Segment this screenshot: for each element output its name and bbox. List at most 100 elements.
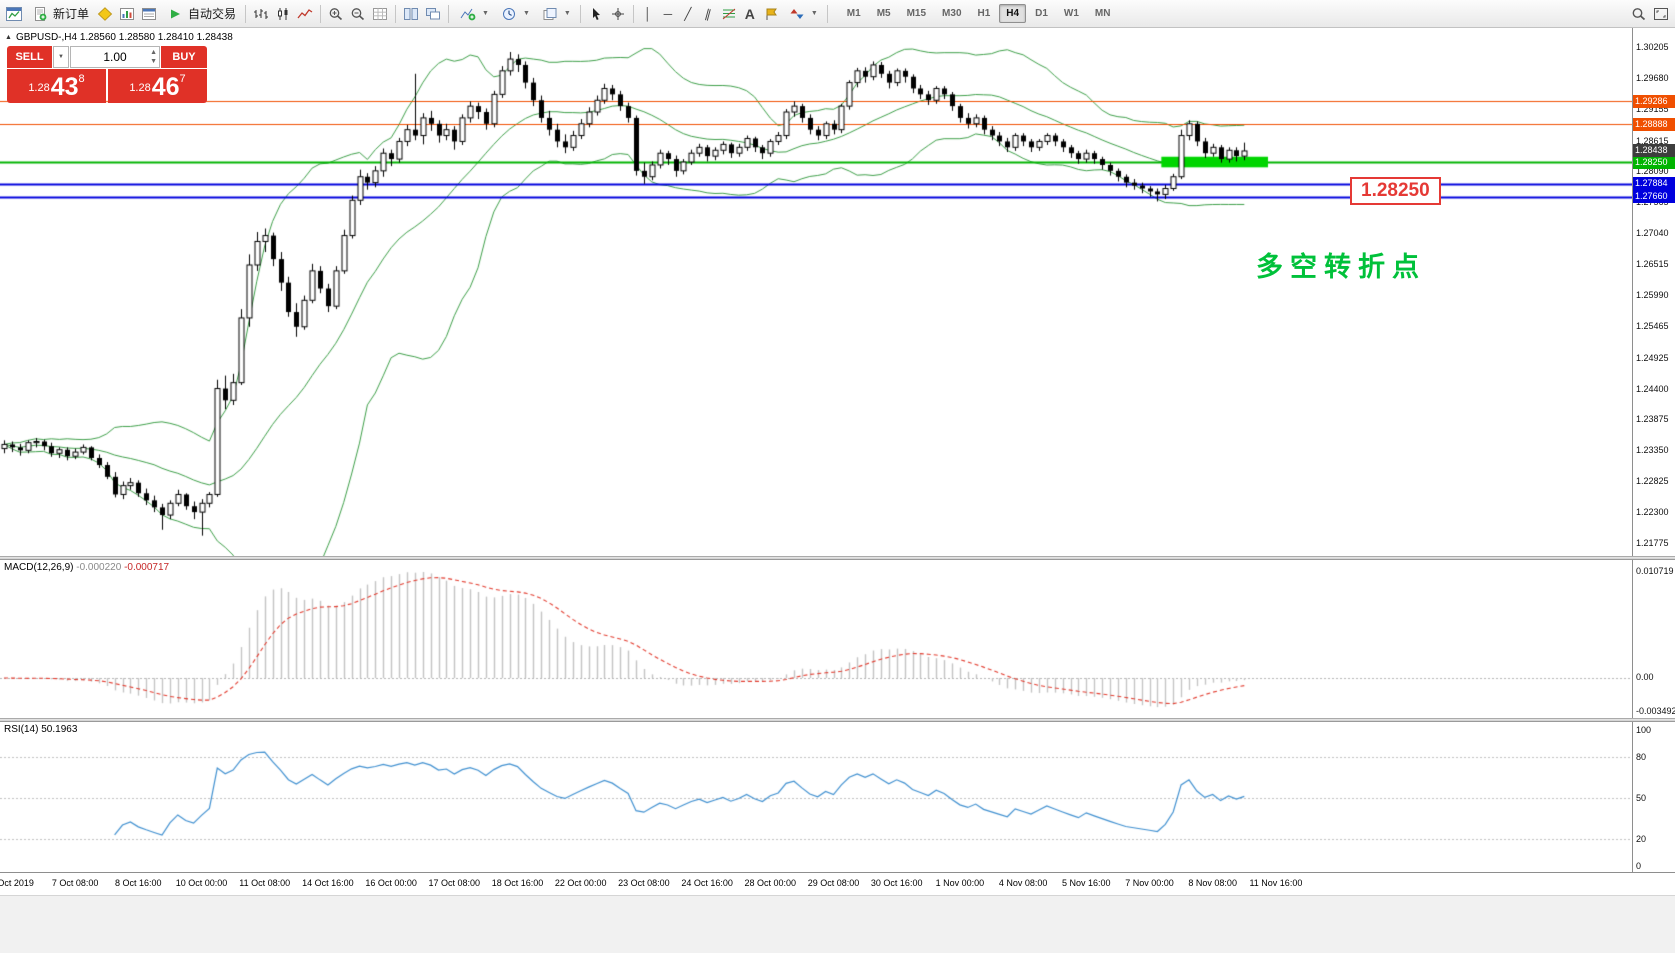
timeframe-m15[interactable]: M15	[906, 8, 927, 19]
bar-chart-icon[interactable]	[251, 4, 271, 24]
price-tick-label: 1.24400	[1636, 383, 1669, 394]
annotation-text[interactable]: 多空转折点	[1256, 252, 1426, 282]
vertical-line-icon[interactable]: │	[644, 6, 652, 21]
buy-button[interactable]: BUY	[161, 46, 207, 68]
indicators-button[interactable]: ▼	[454, 3, 493, 25]
time-tick-label: 11 Nov 16:00	[1249, 878, 1303, 888]
time-tick-label: 4 Nov 08:00	[998, 878, 1048, 888]
panel-divider[interactable]	[0, 718, 1675, 722]
line-chart-icon[interactable]	[295, 4, 315, 24]
timeframe-w1[interactable]: W1	[1063, 8, 1079, 19]
text-icon[interactable]: A	[744, 5, 755, 22]
macd-panel: MACD(12,26,9) -0.000220 -0.000717 0.0107…	[0, 560, 1675, 718]
new-order-button[interactable]: 新订单	[26, 3, 93, 25]
toolbar-separator	[448, 4, 450, 23]
periods-button[interactable]: ▼	[495, 3, 534, 25]
price-tick-label: 1.26515	[1636, 259, 1669, 270]
fibonacci-icon[interactable]	[719, 4, 739, 24]
autotrading-button[interactable]: 自动交易	[161, 3, 240, 25]
macd-axis: 0.010719 0.00 -0.003492	[1632, 560, 1675, 718]
rsi-label: RSI(14) 50.1963	[4, 724, 77, 735]
price-tick-label: 1.29680	[1636, 72, 1669, 83]
search-icon[interactable]	[1629, 4, 1649, 24]
time-axis[interactable]: 4 Oct 2019 7 Oct 08:00 8 Oct 16:00 10 Oct 0…	[0, 872, 1675, 895]
market-watch-icon[interactable]	[117, 4, 137, 24]
buy-price-prefix: 1.28	[129, 82, 151, 94]
macd-canvas[interactable]	[0, 560, 1632, 718]
price-badge: 1.28250	[1633, 155, 1675, 169]
timeframe-h1[interactable]: H1	[977, 8, 991, 19]
macd-value-signal: -0.000717	[124, 562, 170, 573]
timeframe-m5[interactable]: M5	[876, 8, 891, 19]
rsi-panel: RSI(14) 50.1963 100 80 50 20 0	[0, 722, 1675, 872]
macd-tick-label: -0.003492	[1636, 706, 1675, 716]
timeframe-m30[interactable]: M30	[942, 8, 962, 19]
price-badge: 1.28888	[1633, 117, 1675, 131]
time-tick-label: 7 Oct 08:00	[51, 878, 99, 888]
timeframe-m1[interactable]: M1	[846, 8, 861, 19]
sell-price-prefix: 1.28	[28, 82, 50, 94]
indicators-icon	[458, 4, 478, 24]
chart-window-icon[interactable]	[4, 4, 24, 24]
volume-value: 1.00	[103, 50, 127, 64]
toolbar-separator	[320, 4, 322, 23]
timeframe-d1[interactable]: D1	[1035, 8, 1048, 19]
time-tick-label: 8 Nov 08:00	[1188, 878, 1237, 888]
price-callout[interactable]: 1.28250	[1350, 177, 1441, 205]
volume-input[interactable]: 1.00 ▲ ▼	[70, 46, 160, 68]
time-tick-label: 29 Oct 08:00	[807, 878, 860, 888]
toolbar-separator	[632, 4, 634, 23]
chevron-down-icon: ▼	[810, 10, 818, 17]
time-tick-label: 23 Oct 08:00	[618, 878, 670, 888]
equidistant-channel-icon[interactable]: ∥	[703, 5, 713, 22]
horizontal-line-icon[interactable]: ─	[663, 6, 673, 21]
zoom-in-icon[interactable]	[326, 4, 346, 24]
rsi-tick-label: 100	[1636, 725, 1652, 735]
cascade-windows-icon[interactable]	[423, 4, 443, 24]
templates-button[interactable]: ▼	[536, 3, 575, 25]
sell-price-big: 43	[50, 73, 79, 101]
sell-price-sup: 8	[78, 73, 85, 85]
arrows-button[interactable]: ▼	[783, 3, 822, 25]
candlestick-chart-icon[interactable]	[273, 4, 293, 24]
price-tick-label: 1.23875	[1636, 414, 1669, 425]
price-axis[interactable]: 1.302051.296801.291551.286151.280901.275…	[1632, 28, 1675, 556]
grid-icon[interactable]	[370, 4, 390, 24]
macd-value-main: -0.000220	[76, 562, 122, 573]
time-tick-label: 18 Oct 16:00	[491, 878, 544, 888]
autotrading-label: 自动交易	[188, 7, 237, 21]
time-tick-label: 14 Oct 16:00	[302, 878, 354, 888]
stepper-up-icon[interactable]: ▲	[150, 49, 157, 56]
toolbar-separator	[245, 4, 247, 23]
metaeditor-icon[interactable]	[95, 4, 115, 24]
stepper-down-icon[interactable]: ▼	[150, 58, 157, 65]
macd-title: MACD(12,26,9)	[4, 562, 74, 573]
price-tick-label: 1.28615	[1636, 135, 1669, 146]
sell-price-button[interactable]: 1.28 43 8	[7, 69, 106, 103]
price-badge: 1.29286	[1633, 94, 1675, 108]
volume-stepper[interactable]: ▲ ▼	[150, 48, 157, 66]
volume-preset-dropdown[interactable]: ▼	[53, 46, 69, 68]
timeframe-h4[interactable]: H4	[999, 4, 1027, 23]
zoom-out-icon[interactable]	[348, 4, 368, 24]
price-chart-canvas[interactable]	[0, 28, 1632, 556]
text-label-icon[interactable]	[761, 4, 781, 24]
data-window-icon[interactable]	[139, 4, 159, 24]
sell-button[interactable]: SELL	[7, 46, 52, 68]
fullscreen-icon[interactable]	[1651, 4, 1671, 24]
tile-windows-icon[interactable]	[401, 4, 421, 24]
trendline-icon[interactable]: ╱	[684, 6, 692, 21]
time-tick-label: 30 Oct 16:00	[870, 878, 923, 888]
price-badge: 1.27660	[1633, 190, 1675, 204]
cursor-icon[interactable]	[586, 4, 606, 24]
crosshair-icon[interactable]	[608, 4, 628, 24]
time-tick-label: 24 Oct 16:00	[681, 878, 733, 888]
panel-divider[interactable]	[0, 556, 1675, 560]
price-badge: 1.28438	[1633, 144, 1675, 158]
buy-price-sup: 7	[179, 73, 186, 85]
buy-price-button[interactable]: 1.28 46 7	[108, 69, 207, 103]
trade-panel-toggle-icon[interactable]: ▲	[5, 34, 12, 41]
main-chart-panel: ▲ GBPUSD-,H4 1.28560 1.28580 1.28410 1.2…	[0, 28, 1675, 556]
timeframe-mn[interactable]: MN	[1094, 8, 1111, 19]
rsi-canvas[interactable]	[0, 722, 1632, 872]
